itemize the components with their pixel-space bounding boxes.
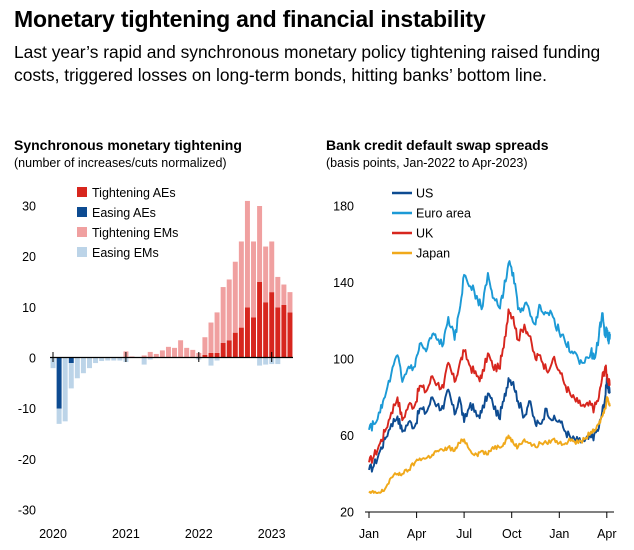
bar-tightening-ems-2022-07	[232, 261, 238, 333]
bar-tightening-aes-2022-05	[220, 342, 226, 358]
bar-tightening-ems-2021-11	[184, 347, 190, 358]
bar-easing-ems-2022-11	[257, 358, 263, 366]
bar-easing-ems-2020-05	[74, 358, 80, 379]
left-legend-swatch	[77, 187, 87, 197]
bar-easing-ems-2020-11	[111, 358, 117, 361]
bar-tightening-ems-2022-10	[251, 241, 256, 318]
left-legend-label: Tightening AEs	[92, 186, 176, 200]
bar-tightening-aes-2022-09	[244, 307, 250, 358]
bar-tightening-aes-2022-04	[214, 352, 220, 358]
bar-tightening-ems-2023-01	[269, 241, 275, 293]
bar-tightening-aes-2023-04	[287, 312, 293, 358]
bar-tightening-aes-2022-06	[226, 340, 232, 358]
bar-tightening-ems-2021-05	[147, 351, 153, 358]
bar-tightening-aes-2023-03	[281, 304, 287, 358]
bar-tightening-ems-2022-08	[238, 241, 244, 328]
bar-tightening-aes-2022-02	[202, 354, 208, 358]
bar-tightening-ems-2023-03	[281, 284, 287, 305]
bar-easing-ems-2020-10	[105, 358, 111, 361]
bar-tightening-ems-2022-06	[226, 279, 232, 341]
left-y-tick-label: -10	[18, 402, 36, 416]
bar-tightening-ems-2021-08	[165, 346, 171, 358]
bar-easing-ems-2021-05	[147, 358, 153, 360]
left-bars	[50, 200, 293, 424]
bar-tightening-aes-2022-11	[257, 282, 263, 358]
bar-tightening-aes-2022-08	[238, 327, 244, 358]
page-title: Monetary tightening and financial instab…	[14, 6, 486, 32]
left-x-tick-label: 2021	[112, 527, 140, 541]
left-y-tick-label: -20	[18, 453, 36, 467]
bar-easing-ems-2022-03	[208, 358, 214, 366]
bar-tightening-ems-2022-03	[208, 322, 214, 353]
left-legend-label: Easing EMs	[92, 246, 159, 260]
bar-tightening-ems-2022-04	[214, 312, 220, 353]
bar-tightening-ems-2022-11	[257, 206, 263, 282]
bar-tightening-ems-2021-09	[172, 347, 178, 358]
bar-easing-ems-2020-09	[99, 358, 105, 362]
left-legend-label: Tightening EMs	[92, 226, 178, 240]
left-y-tick-label: -30	[18, 504, 36, 518]
bar-tightening-aes-2022-07	[232, 332, 238, 358]
left-y-tick-label: 30	[22, 200, 36, 214]
bar-easing-ems-2020-02	[56, 408, 62, 424]
bar-easing-ems-2020-01	[50, 358, 56, 369]
bar-easing-ems-2022-12	[263, 358, 269, 365]
bar-easing-ems-2020-12	[117, 358, 123, 361]
bar-tightening-ems-2022-12	[263, 246, 269, 303]
bar-easing-ems-2020-04	[68, 363, 74, 389]
left-y-tick-label: 10	[22, 301, 36, 315]
bar-tightening-aes-2023-01	[269, 292, 275, 358]
bar-easing-aes-2020-02	[56, 358, 62, 409]
left-xticks: 2020 2021 2022 2023	[39, 352, 286, 541]
bar-tightening-ems-2022-05	[220, 287, 226, 343]
left-y-tick-label: 20	[22, 250, 36, 264]
bar-easing-aes-2020-04	[68, 358, 74, 364]
left-x-tick-label: 2022	[185, 527, 213, 541]
bar-tightening-ems-2023-04	[287, 292, 293, 313]
bar-easing-ems-2021-04	[141, 358, 147, 365]
bar-easing-ems-2020-07	[87, 358, 92, 369]
bar-easing-ems-2023-02	[275, 358, 281, 365]
bar-tightening-ems-2021-10	[178, 340, 184, 358]
left-legend-label: Easing AEs	[92, 206, 156, 220]
bar-tightening-aes-2022-03	[208, 352, 214, 358]
left-chart-subtitle: (number of increases/cuts normalized)	[14, 156, 227, 170]
left-x-tick-label: 2023	[258, 527, 286, 541]
left-legend-swatch	[77, 247, 87, 257]
bar-easing-ems-2020-08	[93, 358, 99, 364]
bar-easing-ems-2020-03	[62, 358, 68, 422]
left-chart-title: Synchronous monetary tightening	[14, 137, 242, 153]
bar-tightening-ems-2023-02	[275, 276, 281, 308]
bar-tightening-ems-2021-07	[159, 350, 165, 358]
left-y-tick-label: 0	[29, 352, 36, 366]
bar-tightening-aes-2022-10	[251, 317, 256, 358]
bar-tightening-ems-2022-09	[244, 200, 250, 308]
left-legend-swatch	[77, 227, 87, 237]
left-legend: Tightening AEs Easing AEs Tightening EMs Ea…	[77, 186, 178, 260]
bar-tightening-ems-2021-04	[141, 355, 147, 358]
bar-tightening-aes-2022-12	[263, 302, 269, 358]
left-yticks: 30 20 10 0 -10 -20 -30	[18, 200, 36, 518]
bar-tightening-ems-2021-12	[190, 349, 196, 358]
bar-tightening-ems-2021-06	[153, 353, 159, 358]
bar-easing-ems-2020-06	[80, 358, 86, 374]
bar-easing-ems-2022-04	[214, 358, 220, 361]
left-legend-swatch	[77, 207, 87, 217]
bar-tightening-aes-2023-02	[275, 307, 281, 358]
bar-tightening-ems-2022-02	[202, 337, 208, 355]
left-x-tick-label: 2020	[39, 527, 67, 541]
page-subtitle: Last year’s rapid and synchronous moneta…	[14, 42, 601, 85]
